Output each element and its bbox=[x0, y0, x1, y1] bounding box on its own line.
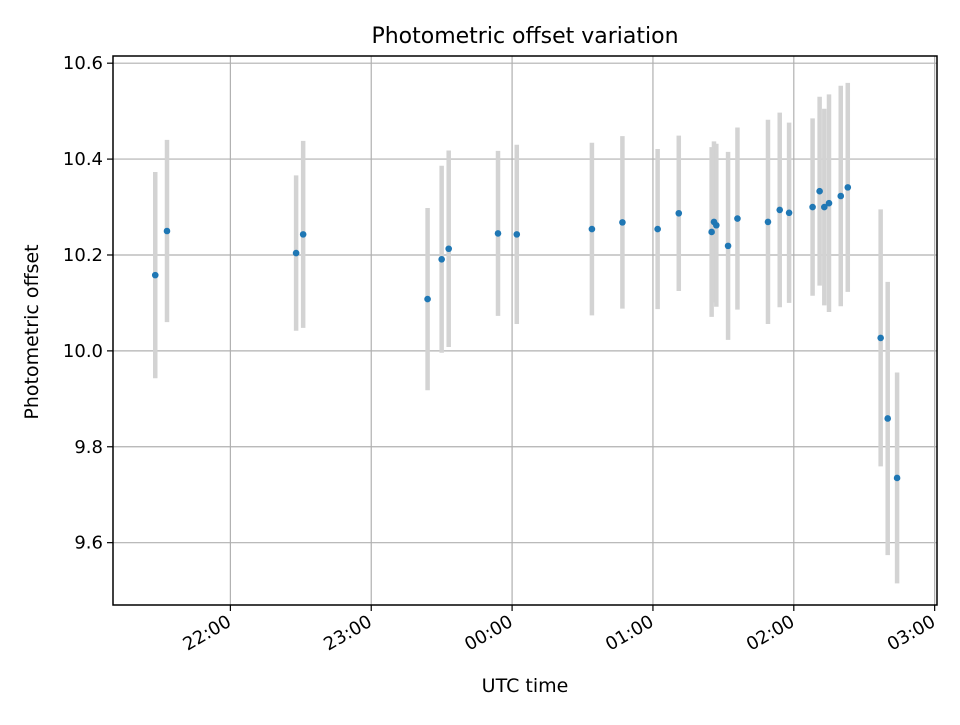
y-tick-label: 10.4 bbox=[63, 149, 103, 170]
data-point bbox=[785, 209, 793, 217]
data-point bbox=[893, 474, 901, 482]
data-point bbox=[299, 231, 307, 238]
tick-layer: 22:00 23:00 00:00 01:00 02:00 03:00 9.6 9.8 10.0… bbox=[63, 53, 939, 655]
data-point bbox=[724, 242, 732, 250]
x-tick-label: 00:00 bbox=[461, 611, 516, 655]
data-point bbox=[821, 203, 828, 211]
data-point bbox=[494, 230, 502, 237]
data-point bbox=[825, 199, 833, 207]
data-point bbox=[837, 192, 845, 200]
y-axis-label: Photometric offset bbox=[21, 244, 43, 419]
x-axis-label: UTC time bbox=[482, 675, 569, 697]
data-point bbox=[708, 228, 715, 236]
y-tick-label: 10.2 bbox=[63, 245, 103, 266]
data-point bbox=[438, 255, 445, 263]
data-point bbox=[884, 415, 892, 422]
data-point bbox=[877, 334, 884, 342]
chart-title: Photometric offset variation bbox=[371, 24, 678, 49]
data-point bbox=[151, 271, 159, 279]
x-tick-label: 02:00 bbox=[743, 611, 798, 655]
plot-frame bbox=[112, 55, 938, 606]
data-point bbox=[588, 225, 596, 233]
data-point bbox=[619, 219, 626, 226]
data-point bbox=[776, 206, 784, 214]
x-tick-label: 03:00 bbox=[884, 611, 939, 655]
errorbar-layer bbox=[153, 82, 900, 584]
data-point bbox=[844, 184, 852, 191]
data-point bbox=[764, 218, 772, 226]
y-tick-label: 10.0 bbox=[63, 341, 103, 362]
y-tick-label: 9.8 bbox=[74, 437, 103, 458]
y-tick-label: 9.6 bbox=[74, 533, 103, 554]
data-point bbox=[816, 187, 823, 195]
y-tick-label: 10.6 bbox=[63, 53, 103, 74]
x-tick-label: 01:00 bbox=[602, 611, 657, 655]
grid-layer bbox=[113, 56, 937, 605]
data-point bbox=[809, 203, 816, 211]
data-point bbox=[513, 231, 521, 238]
data-point bbox=[445, 245, 453, 253]
x-tick-label: 22:00 bbox=[179, 611, 234, 655]
data-point bbox=[292, 249, 300, 257]
data-point bbox=[654, 225, 661, 233]
data-point bbox=[424, 295, 431, 303]
marker-layer bbox=[151, 184, 901, 482]
data-point bbox=[675, 209, 683, 217]
x-tick-label: 23:00 bbox=[320, 611, 375, 655]
data-point bbox=[163, 227, 171, 235]
data-point bbox=[734, 215, 741, 222]
data-point bbox=[713, 221, 720, 229]
